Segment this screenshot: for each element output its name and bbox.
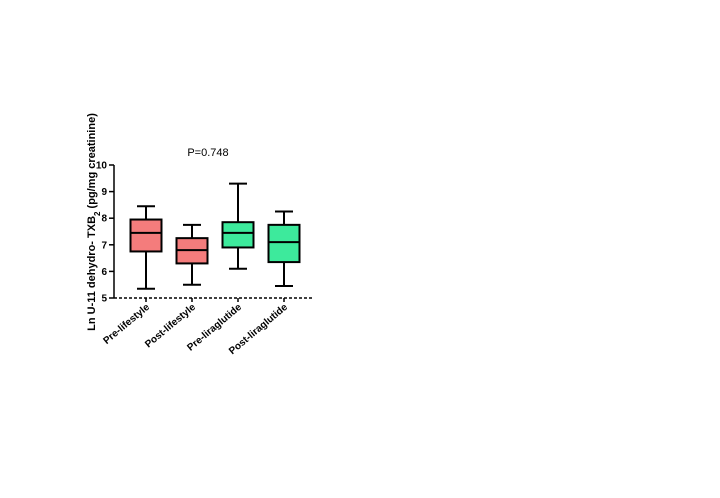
y-tick-label: 10 [96,161,108,172]
iqr-box [129,218,163,253]
y-axis-label-subscript: 2 [93,211,102,216]
y-tick-label: 6 [101,267,107,278]
box-post-lifestyle [175,223,209,286]
p-value-annotation: P=0.748 [187,147,228,159]
iqr-box [267,223,301,264]
y-tick-label: 7 [101,240,107,251]
box-post-liraglutide [267,210,301,288]
y-tick-label: 9 [101,187,107,198]
y-axis: 5 6 7 8 9 10 [96,161,115,305]
y-tick-label: 5 [101,294,107,305]
y-axis-label-unit: (pg/mg creatinine) [86,113,98,212]
x-tick-labels: Pre-lifestylePost-lifestylePre-liragluti… [101,302,290,357]
box-pre-liraglutide [221,182,255,270]
iqr-box [221,221,255,249]
y-tick-label: 8 [101,214,107,225]
y-axis-label: Ln U-11 dehydro- TXB2 (pg/mg creatinine) [86,113,102,331]
box-pre-lifestyle [129,205,163,290]
y-axis-label-main: Ln U-11 dehydro- TXB [86,216,98,331]
x-axis [114,297,314,302]
box-series [129,182,301,290]
